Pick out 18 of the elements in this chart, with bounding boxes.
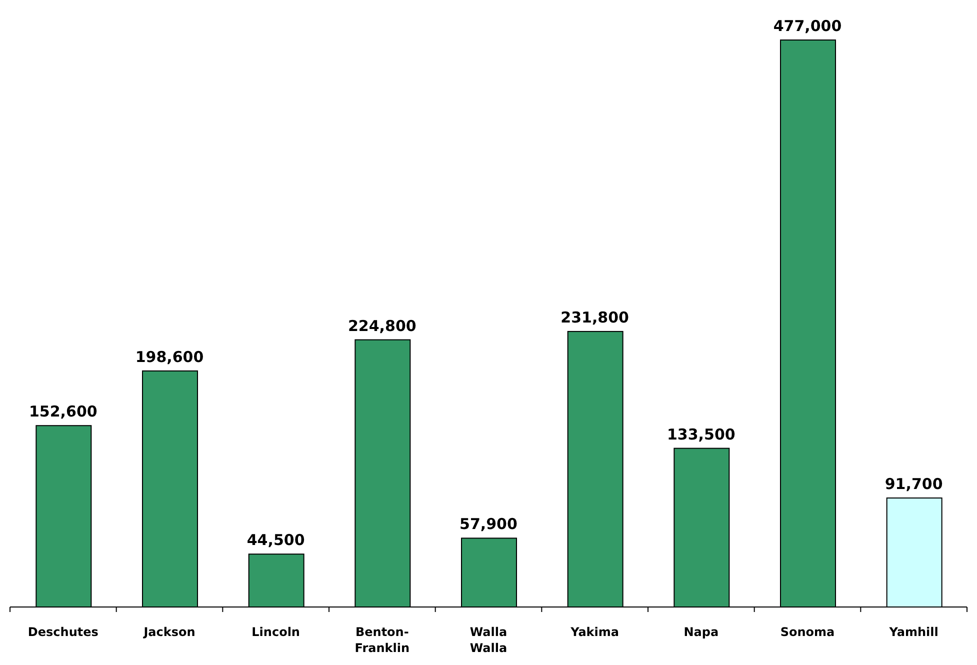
- x-tick-label: Yakima: [570, 625, 620, 639]
- data-label: 152,600: [29, 402, 98, 421]
- data-label: 133,500: [667, 425, 736, 444]
- x-tick-label: Benton-Franklin: [354, 625, 410, 655]
- x-tick-label: Sonoma: [780, 625, 835, 639]
- data-label: 198,600: [135, 348, 204, 366]
- x-tick-label: Lincoln: [252, 625, 300, 639]
- data-label: 57,900: [460, 515, 518, 534]
- data-label: 477,000: [773, 17, 842, 35]
- x-tick-label: Jackson: [142, 625, 196, 639]
- data-label: 44,500: [246, 531, 305, 550]
- x-tick-label: Walla Walla: [470, 625, 508, 655]
- x-tick-label: Deschutes: [28, 625, 98, 639]
- data-label: 231,800: [560, 308, 629, 326]
- x-tick-label: Napa: [684, 625, 719, 639]
- x-tick-label: Yamhill: [888, 625, 938, 639]
- data-label: 224,800: [348, 316, 416, 335]
- data-label: 91,700: [884, 475, 943, 493]
